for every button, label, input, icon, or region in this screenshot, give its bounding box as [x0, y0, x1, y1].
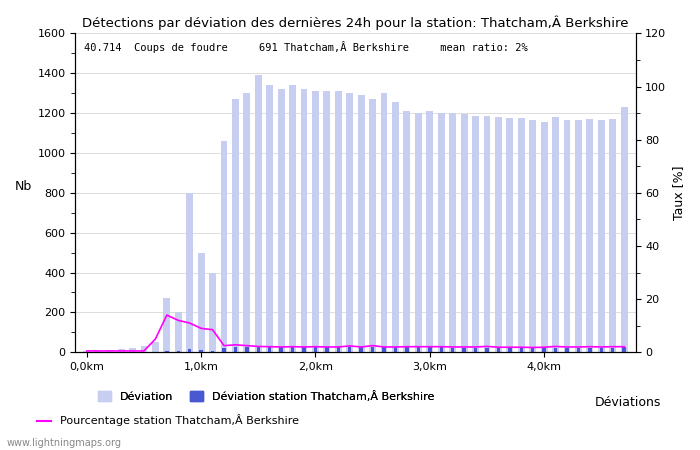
Bar [598, 120, 605, 352]
Bar [291, 346, 294, 352]
Bar [302, 346, 306, 352]
Bar [255, 75, 262, 352]
Bar [495, 117, 502, 352]
Legend: Déviation, Déviation station Thatcham,Â Berkshire: Déviation, Déviation station Thatcham,Â … [93, 386, 439, 406]
Bar [484, 116, 491, 352]
Bar [575, 120, 582, 352]
Bar [381, 93, 388, 352]
Bar [141, 346, 148, 352]
Bar [497, 348, 500, 352]
Bar [440, 347, 443, 352]
Bar [449, 113, 456, 352]
Bar [564, 120, 570, 352]
Bar [348, 347, 351, 352]
Bar [369, 99, 376, 352]
Bar [428, 347, 431, 352]
Bar [326, 347, 328, 352]
Bar [279, 346, 283, 352]
Bar [300, 89, 307, 352]
Bar [451, 348, 454, 352]
Bar [245, 346, 248, 352]
Bar [312, 91, 319, 352]
Bar [360, 347, 363, 352]
Bar [552, 117, 559, 352]
Bar [392, 102, 399, 352]
Bar [289, 85, 296, 352]
Bar [531, 348, 534, 352]
Bar [118, 349, 125, 352]
Bar [485, 348, 489, 352]
Bar [234, 347, 237, 352]
Bar [83, 351, 90, 352]
Bar [416, 347, 420, 352]
Bar [382, 347, 386, 352]
Bar [346, 93, 354, 352]
Y-axis label: Taux [%]: Taux [%] [672, 166, 685, 220]
Bar [438, 113, 444, 352]
Bar [461, 114, 468, 352]
Bar [474, 348, 477, 352]
Bar [542, 348, 546, 352]
Bar [519, 348, 523, 352]
Bar [463, 348, 466, 352]
Bar [197, 252, 204, 352]
Bar [220, 141, 228, 352]
Bar [540, 122, 547, 352]
Bar [94, 351, 101, 352]
Bar [426, 111, 433, 352]
Bar [508, 348, 512, 352]
Bar [577, 348, 580, 352]
Bar [518, 118, 525, 352]
Bar [335, 91, 342, 352]
Bar [621, 107, 628, 352]
Bar [554, 348, 557, 352]
Bar [358, 95, 365, 352]
Bar [152, 342, 159, 352]
Bar [266, 85, 273, 352]
Bar [278, 89, 285, 352]
Bar [529, 120, 536, 352]
Text: 40.714  Coups de foudre     691 Thatcham,Â Berkshire     mean ratio: 2%: 40.714 Coups de foudre 691 Thatcham,Â Be… [84, 41, 528, 54]
Bar [587, 119, 594, 352]
Bar [323, 91, 330, 352]
Bar [314, 346, 317, 352]
Bar [199, 350, 203, 352]
Bar [337, 347, 340, 352]
Bar [506, 117, 513, 352]
Text: www.lightningmaps.org: www.lightningmaps.org [7, 438, 122, 448]
Bar [600, 348, 603, 352]
Bar [129, 348, 136, 352]
Bar [175, 312, 182, 352]
Bar [209, 273, 216, 352]
Bar [223, 348, 225, 352]
Bar [163, 298, 170, 352]
Bar [106, 350, 113, 352]
Bar [611, 348, 615, 352]
Bar [566, 348, 568, 352]
Bar [394, 347, 397, 352]
Legend: Pourcentage station Thatcham,Â Berkshire: Pourcentage station Thatcham,Â Berkshire [33, 410, 303, 431]
Bar [188, 349, 191, 352]
Bar [257, 346, 260, 352]
Bar [268, 346, 272, 352]
Bar [186, 193, 193, 352]
Bar [622, 347, 626, 352]
Bar [415, 113, 422, 352]
Bar [403, 111, 410, 352]
Bar [472, 116, 479, 352]
Bar [244, 93, 251, 352]
Bar [588, 348, 592, 352]
Title: Détections par déviation des dernières 24h pour la station: Thatcham,Â Berkshire: Détections par déviation des dernières 2… [82, 15, 629, 30]
Text: Déviations: Déviations [595, 396, 662, 409]
Bar [176, 351, 180, 352]
Bar [232, 99, 239, 352]
Bar [211, 351, 214, 352]
Bar [371, 347, 374, 352]
Bar [609, 119, 616, 352]
Bar [165, 351, 169, 352]
Bar [405, 347, 409, 352]
Y-axis label: Nb: Nb [15, 180, 32, 193]
